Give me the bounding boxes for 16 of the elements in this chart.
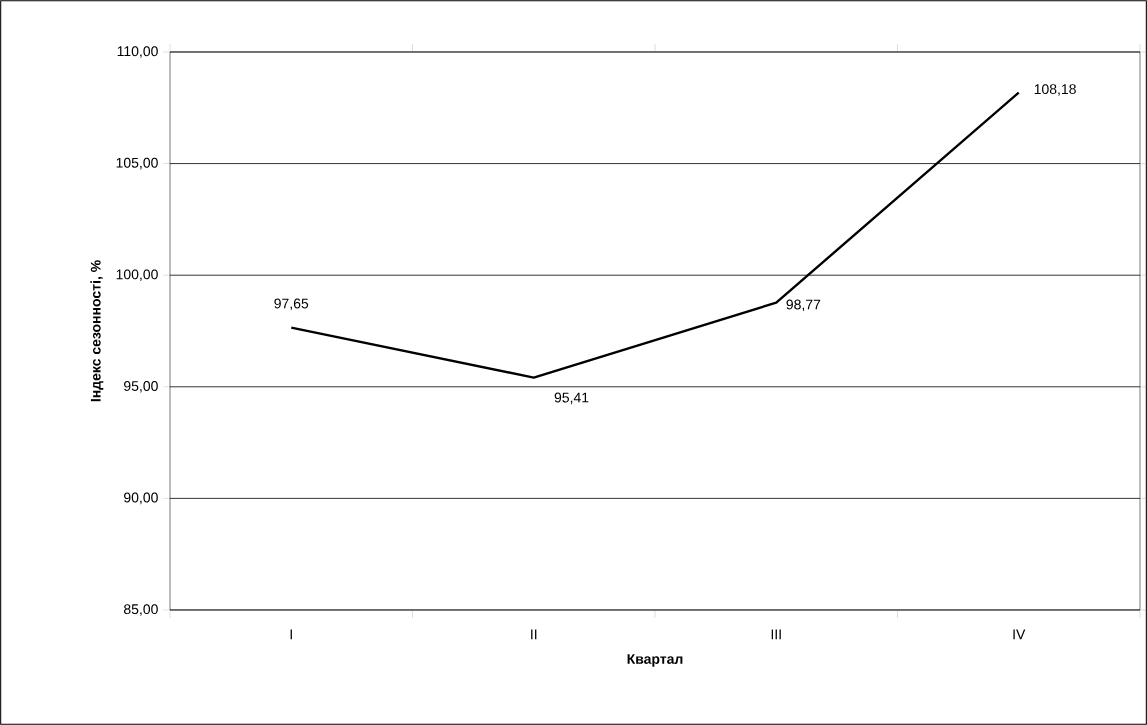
x-tick-label: I — [290, 629, 292, 640]
data-label: 98,77 — [786, 299, 821, 312]
x-tick-label: II — [531, 629, 537, 640]
data-label: 97,65 — [274, 298, 309, 311]
data-label: 95,41 — [554, 392, 589, 405]
x-axis-title: Квартал — [627, 654, 683, 667]
y-tick-label: 85,00 — [123, 604, 158, 616]
y-axis-title: Індекс сезонності, % — [90, 260, 104, 402]
y-tick-label: 105,00 — [116, 157, 158, 170]
y-tick-label: 90,00 — [124, 492, 158, 505]
y-tick-label: 110,00 — [117, 46, 158, 58]
data-label: 108,18 — [1034, 84, 1076, 96]
x-tick-label: IV — [1013, 629, 1026, 640]
y-tick-label: 100,00 — [116, 269, 158, 281]
x-tick-label: III — [771, 629, 781, 640]
y-tick-label: 95,00 — [124, 381, 158, 393]
